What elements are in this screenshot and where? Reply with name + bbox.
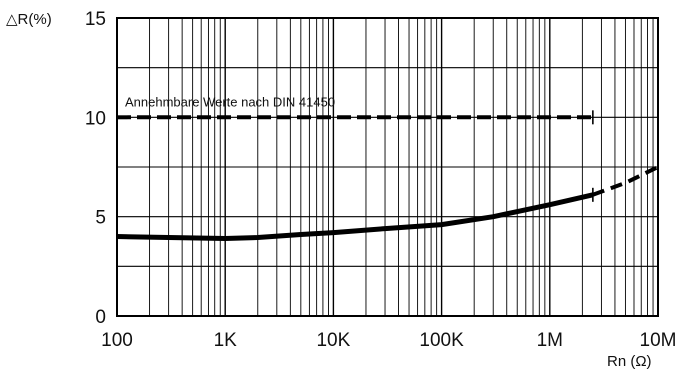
x-tick-label: 1K xyxy=(214,330,238,351)
y-tick-label: 15 xyxy=(85,9,106,30)
y-tick-label: 5 xyxy=(95,208,106,229)
x-axis-label: Rn (Ω) xyxy=(607,353,652,370)
annotations-group: Annehmbare Werte nach DIN 41450 xyxy=(125,94,335,109)
x-tick-label: 10K xyxy=(316,330,350,351)
y-tick-labels: 0 5 10 15 xyxy=(85,9,106,328)
series-group xyxy=(116,115,659,241)
x-tick-label: 100K xyxy=(419,330,464,351)
series-line-2 xyxy=(592,165,659,197)
x-tick-labels: 100 1K 10K 100K 1M 10M xyxy=(101,330,676,351)
y-tick-label: 10 xyxy=(85,108,106,129)
y-axis-label: △R(%) xyxy=(6,11,52,28)
grid xyxy=(117,18,658,316)
x-tick-label: 1M xyxy=(537,330,563,351)
plot-frame xyxy=(116,17,659,317)
annotation-label: Annehmbare Werte nach DIN 41450 xyxy=(125,94,335,109)
y-tick-label: 0 xyxy=(95,307,106,328)
series-line-1 xyxy=(116,192,594,241)
x-tick-label: 100 xyxy=(101,330,133,351)
x-tick-label: 10M xyxy=(640,330,677,351)
